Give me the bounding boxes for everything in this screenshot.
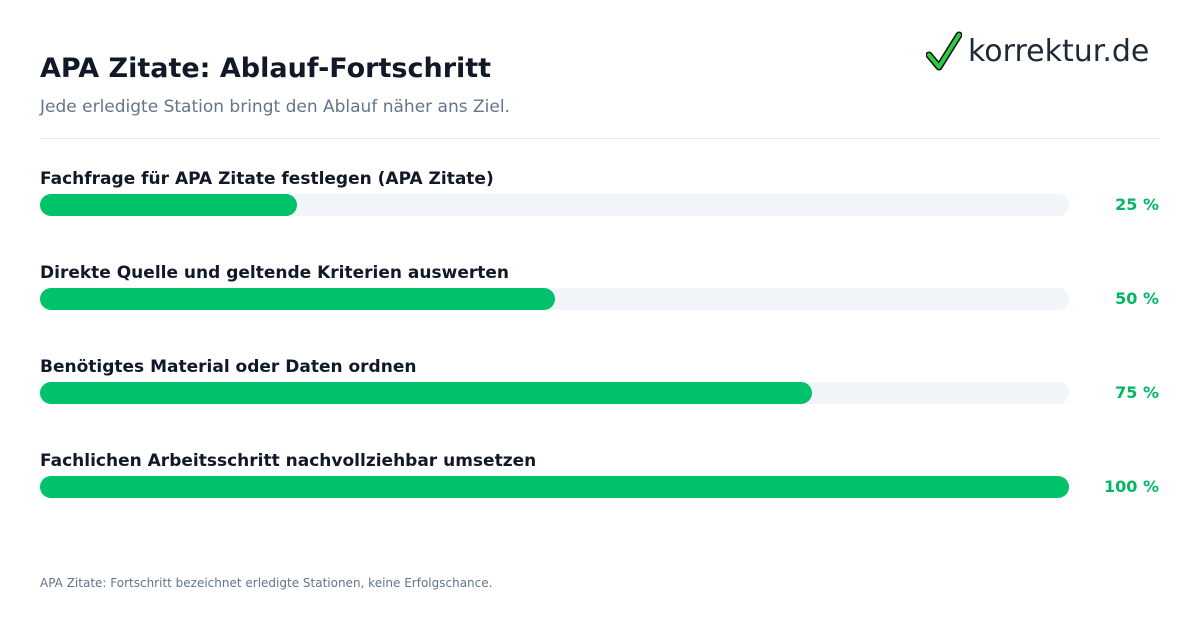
- checkmark-icon: [926, 31, 962, 71]
- brand-logo: korrektur.de: [926, 30, 1149, 74]
- row-label: Direkte Quelle und geltende Kriterien au…: [40, 263, 509, 283]
- progress-track: [40, 382, 1069, 404]
- progress-bar: [40, 288, 555, 310]
- percent-label: 100 %: [1104, 477, 1159, 496]
- header-divider: [40, 138, 1160, 139]
- percent-label: 25 %: [1115, 195, 1159, 214]
- progress-track: [40, 476, 1069, 498]
- chart-subtitle: Jede erledigte Station bringt den Ablauf…: [40, 97, 510, 117]
- row-label: Benötigtes Material oder Daten ordnen: [40, 357, 417, 377]
- chart-title: APA Zitate: Ablauf-Fortschritt: [40, 53, 492, 84]
- progress-bar: [40, 476, 1069, 498]
- progress-track: [40, 194, 1069, 216]
- percent-label: 50 %: [1115, 289, 1159, 308]
- row-label: Fachlichen Arbeitsschritt nachvollziehba…: [40, 451, 537, 471]
- logo-text: korrektur.de: [968, 34, 1150, 69]
- footnote: APA Zitate: Fortschritt bezeichnet erled…: [40, 576, 493, 590]
- progress-bar: [40, 194, 298, 216]
- progress-track: [40, 288, 1069, 310]
- percent-label: 75 %: [1115, 383, 1159, 402]
- progress-bar: [40, 382, 812, 404]
- row-label: Fachfrage für APA Zitate festlegen (APA …: [40, 169, 494, 189]
